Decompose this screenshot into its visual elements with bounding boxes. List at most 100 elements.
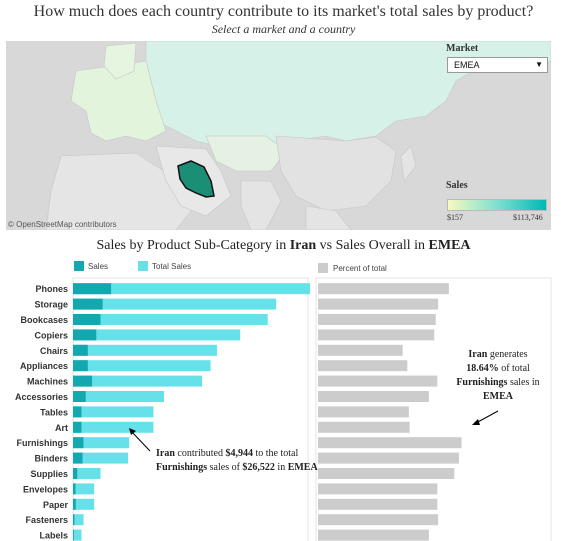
annotation-left-t3: sales of: [207, 462, 243, 473]
bar-total-sales: [73, 329, 241, 341]
bar-sales: [73, 314, 101, 325]
annotation-left: Iran contributed $4,944 to the total Fur…: [156, 447, 326, 475]
legend-total-swatch: [138, 261, 148, 271]
bar-total-sales: [73, 298, 277, 310]
category-label: Tables: [40, 407, 68, 417]
bar-total-sales: [73, 452, 129, 464]
bar-sales: [73, 391, 86, 402]
bar-percent-of-total: [318, 452, 459, 464]
bar-sales: [73, 483, 76, 495]
bar-total-sales: [73, 391, 165, 402]
map-east-asia[interactable]: [275, 135, 397, 212]
bar-sales: [73, 360, 88, 372]
annotation-right-t1: generates: [487, 349, 528, 360]
bar-sales: [73, 406, 82, 418]
bar-percent-of-total: [318, 329, 435, 341]
annotation-left-t1: contributed: [174, 448, 226, 459]
legend-sales-swatch: [74, 261, 84, 271]
category-label: Binders: [34, 454, 68, 464]
bar-percent-of-total: [318, 360, 408, 372]
color-legend-gradient: [447, 199, 547, 211]
bar-percent-of-total: [318, 391, 429, 402]
category-label: Copiers: [34, 330, 68, 340]
annotation-right-arrow: [475, 410, 499, 424]
bar-percent-of-total: [318, 529, 429, 541]
annotation-right-t3: sales in: [507, 377, 540, 388]
chevron-down-icon[interactable]: ▼: [535, 60, 543, 69]
map-europe[interactable]: [70, 60, 167, 142]
annotation-left-arrowhead: [129, 428, 136, 435]
bar-total-sales: [73, 468, 101, 479]
map-central-asia[interactable]: [205, 135, 287, 172]
annotation-right-pct: 18.64%: [466, 363, 499, 374]
category-label: Fasteners: [25, 515, 68, 525]
bar-total-sales: [73, 529, 82, 541]
annotation-left-total: $26,522: [242, 462, 275, 473]
annotation-right-country: Iran: [468, 349, 488, 360]
annotation-right-arrowhead: [472, 419, 480, 425]
bar-percent-of-total: [318, 314, 436, 325]
dashboard-title: How much does each country contribute to…: [33, 3, 534, 20]
color-legend-max: $113,746: [513, 213, 543, 222]
bar-percent-of-total: [318, 437, 462, 449]
annotation-right: Iran generates 18.64% of total Furnishin…: [456, 348, 540, 404]
bar-sales: [73, 283, 112, 295]
bar-total-sales: [73, 514, 84, 526]
category-label: Appliances: [20, 361, 68, 371]
map-scandinavia[interactable]: [103, 42, 137, 80]
legend-total-label: Total Sales: [152, 262, 192, 271]
category-label: Storage: [34, 300, 68, 310]
annotation-left-t2: to the total: [252, 448, 299, 459]
map-credit: © OpenStreetMap contributors: [8, 220, 117, 229]
annotation-left-category: Furnishings: [156, 462, 208, 473]
annotation-left-market: EMEA: [287, 462, 318, 473]
category-label: Accessories: [15, 392, 68, 402]
bar-total-sales: [73, 437, 130, 449]
annotation-right-t2: of total: [498, 363, 530, 374]
market-dropdown-value: EMEA: [454, 60, 480, 70]
bar-percent-of-total: [318, 298, 439, 310]
section-title-market: EMEA: [428, 238, 471, 253]
bar-sales: [73, 298, 103, 310]
map-india[interactable]: [240, 180, 282, 230]
bar-total-sales: [73, 344, 217, 356]
section-title: Sales by Product Sub-Category in Iran vs…: [0, 238, 567, 254]
map-africa[interactable]: [45, 152, 192, 230]
category-label: Machines: [27, 377, 68, 387]
section-title-country: Iran: [289, 238, 317, 253]
bar-percent-of-total: [318, 421, 410, 433]
bar-total-sales: [73, 375, 203, 387]
category-label: Supplies: [30, 469, 68, 479]
category-label: Art: [55, 423, 68, 433]
annotation-left-arrow: [130, 430, 151, 452]
bar-sales: [73, 437, 84, 449]
bar-sales: [73, 329, 97, 341]
map-iran-selected[interactable]: [177, 160, 215, 198]
category-label: Furnishings: [17, 438, 69, 448]
bar-sales: [73, 498, 76, 510]
market-filter-label: Market: [446, 43, 479, 54]
bar-percent-of-total: [318, 375, 438, 387]
map-japan[interactable]: [400, 145, 417, 182]
bar-percent-of-total: [318, 283, 449, 295]
bar-total-sales: [73, 283, 311, 295]
bar-sales: [73, 529, 74, 541]
map-se-asia[interactable]: [305, 205, 352, 230]
legend-pct-label: Percent of total: [333, 264, 387, 273]
bar-total-sales: [73, 314, 268, 325]
annotation-right-market: EMEA: [483, 391, 513, 402]
annotation-right-category: Furnishings: [456, 377, 508, 388]
bar-sales: [73, 452, 83, 464]
bar-percent-of-total: [318, 483, 438, 495]
market-dropdown[interactable]: EMEA ▼: [447, 57, 548, 73]
bar-total-sales: [73, 498, 95, 510]
category-label: Phones: [35, 284, 68, 294]
bar-percent-of-total: [318, 498, 438, 510]
legend-pct-swatch: [318, 263, 328, 273]
bar-percent-of-total: [318, 468, 455, 479]
bar-total-sales: [73, 483, 95, 495]
bar-percent-of-total: [318, 406, 409, 418]
color-legend-min: $157: [447, 213, 463, 222]
bar-sales: [73, 344, 88, 356]
category-label: Labels: [39, 531, 68, 541]
